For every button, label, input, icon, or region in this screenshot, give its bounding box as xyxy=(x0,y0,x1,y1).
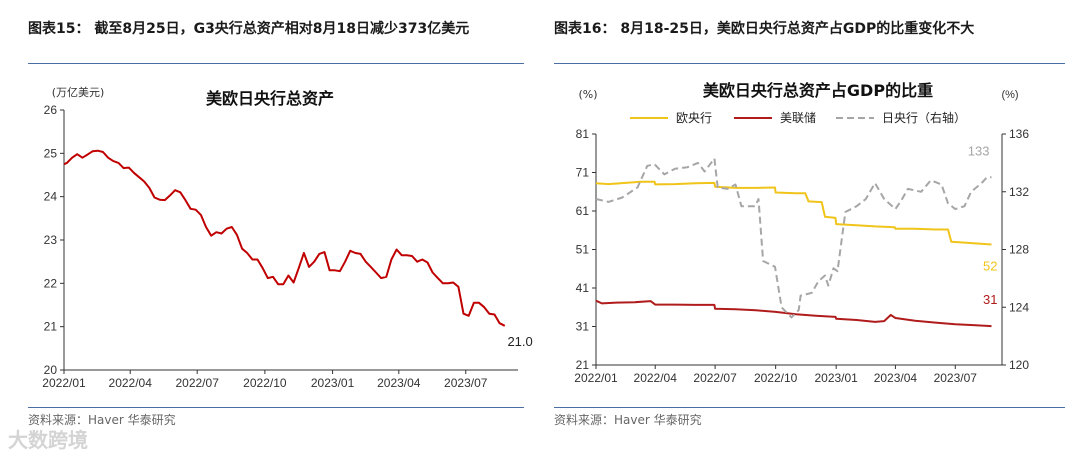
y-right-tick-label: 132 xyxy=(1009,185,1029,199)
y-tick-label: 25 xyxy=(44,146,58,160)
x-tick-label: 2022/07 xyxy=(175,376,219,390)
y-right-tick-label: 128 xyxy=(1009,243,1029,257)
x-tick-label: 2023/07 xyxy=(934,371,978,385)
series-line xyxy=(595,157,992,319)
x-tick-label: 2022/10 xyxy=(754,371,798,385)
y-right-tick-label: 136 xyxy=(1009,127,1029,141)
y-tick-label: 21 xyxy=(576,358,590,372)
chart-title: 美欧日央行总资产 xyxy=(206,89,334,108)
y-tick-label: 21 xyxy=(44,320,58,334)
series-line xyxy=(595,180,992,246)
x-tick-label: 2022/07 xyxy=(693,371,737,385)
top-rule xyxy=(554,63,1065,64)
y-tick-label: 20 xyxy=(44,363,58,377)
x-tick-label: 2022/01 xyxy=(42,376,86,390)
x-tick-label: 2023/01 xyxy=(311,376,355,390)
y-tick-label: 22 xyxy=(44,276,58,290)
y-tick-label: 24 xyxy=(44,190,58,204)
x-tick-label: 2023/04 xyxy=(377,376,421,390)
y-tick-label: 31 xyxy=(576,320,590,334)
y-axis-right-label: (%) xyxy=(1001,89,1018,101)
y-tick-label: 26 xyxy=(44,103,58,117)
data-label: 52 xyxy=(983,258,997,273)
series-line xyxy=(595,299,992,328)
x-tick-label: 2023/07 xyxy=(444,376,488,390)
y-tick-label: 81 xyxy=(576,127,590,141)
source-note: 资料来源：Haver 华泰研究 xyxy=(28,413,176,427)
right-chart: 21 31 41 51 61 71 81 120 124 128 132 136 2022/01 2022… xyxy=(574,81,1029,385)
source-note: 资料来源：Haver 华泰研究 xyxy=(554,413,702,427)
figure-title: 图表16： 8月18-25日，美欧日央行总资产占GDP的比重变化不大 xyxy=(554,21,975,37)
y-tick-label: 51 xyxy=(576,243,590,257)
data-label: 21.0 xyxy=(507,334,532,349)
y-right-tick-label: 124 xyxy=(1009,300,1029,314)
y-axis-label: (万亿美元) xyxy=(52,86,105,99)
y-axis-label: (%) xyxy=(578,88,597,101)
x-tick-label: 2022/01 xyxy=(574,371,618,385)
y-tick-label: 23 xyxy=(44,233,58,247)
series-line xyxy=(63,149,506,327)
data-label: 31 xyxy=(983,292,997,307)
x-tick-label: 2023/04 xyxy=(874,371,918,385)
top-rule xyxy=(28,63,524,64)
y-tick-label: 61 xyxy=(576,204,590,218)
legend-label: 欧央行 xyxy=(676,111,712,125)
y-right-tick-label: 120 xyxy=(1009,358,1029,372)
x-tick-label: 2022/04 xyxy=(634,371,678,385)
legend-label: 日央行（右轴） xyxy=(882,110,966,125)
figure-title: 图表15： 截至8月25日，G3央行总资产相对8月18日减少373亿美元 xyxy=(28,21,470,37)
watermark-text: 大数跨境 xyxy=(8,428,88,452)
y-tick-label: 71 xyxy=(576,166,590,180)
chart-title: 美欧日央行总资产占GDP的比重 xyxy=(703,81,933,100)
x-tick-label: 2022/04 xyxy=(109,376,153,390)
y-tick-label: 41 xyxy=(576,281,590,295)
left-chart: 20 21 22 23 24 25 26 2022/01 2022/04 2022/07 2022/… xyxy=(42,86,532,390)
x-tick-label: 2022/10 xyxy=(243,376,287,390)
x-tick-label: 2023/01 xyxy=(814,371,858,385)
bottom-rule xyxy=(28,407,524,408)
right-panel: 图表16： 8月18-25日，美欧日央行总资产占GDP的比重变化不大 21 31 4… xyxy=(540,0,1080,457)
data-label: 133 xyxy=(968,143,990,158)
left-panel: 图表15： 截至8月25日，G3央行总资产相对8月18日减少373亿美元 20 2… xyxy=(28,21,533,427)
bottom-rule xyxy=(554,407,1065,408)
legend-label: 美联储 xyxy=(780,110,816,125)
